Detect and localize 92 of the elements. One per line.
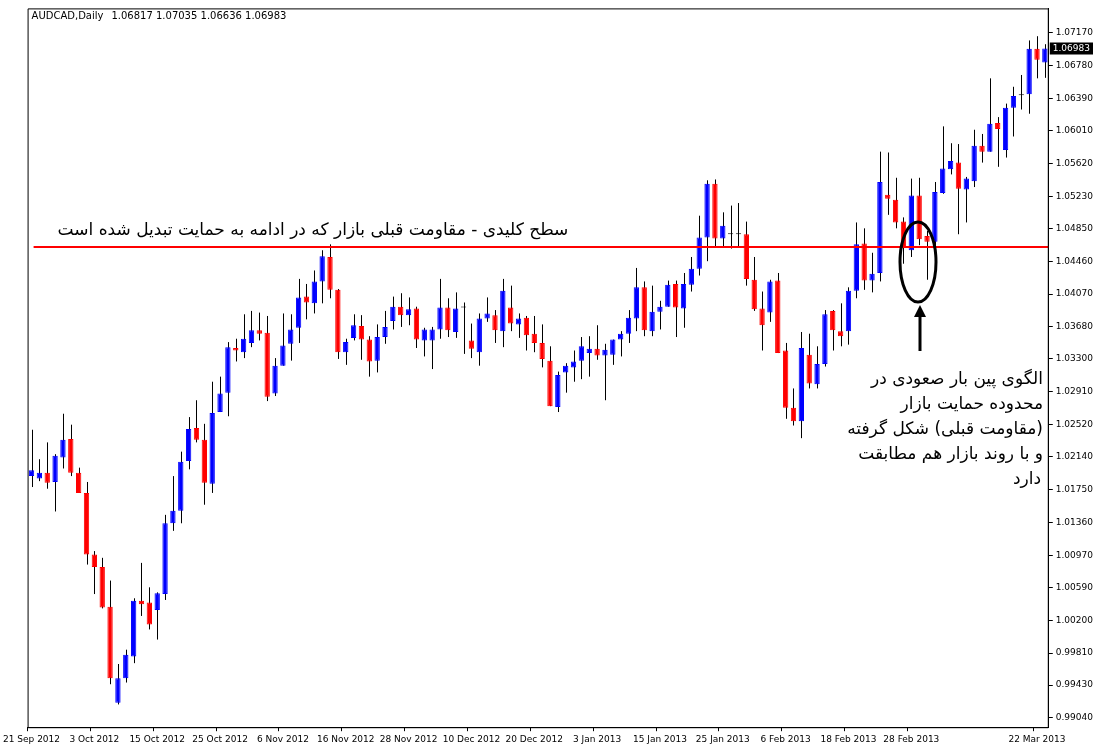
candlestick: [837, 302, 844, 347]
candlestick: [539, 323, 545, 368]
candlestick: [453, 291, 459, 339]
candlestick: [869, 252, 875, 293]
x-tick-label: 3 Oct 2012: [69, 733, 120, 744]
candlestick: [759, 291, 765, 352]
y-tick-label: 1.00970: [1055, 549, 1094, 560]
y-tick-label: 1.04070: [1055, 288, 1094, 299]
y-tick-label: 1.07170: [1055, 27, 1094, 38]
candlestick: [154, 591, 160, 641]
candlestick: [319, 249, 325, 304]
candlestick: [374, 323, 380, 373]
candlestick: [437, 278, 443, 340]
y-tick-label: 1.03300: [1055, 353, 1094, 364]
chart-subtitle: 1.06817 1.07035 1.06636 1.06983: [111, 9, 287, 21]
candlestick: [468, 323, 475, 359]
y-tick-label: 1.00590: [1055, 581, 1094, 592]
candlestick: [248, 310, 255, 348]
x-tick-label: 21 Sep 2012: [3, 733, 61, 744]
candlestick: [995, 116, 1001, 168]
candlestick: [594, 324, 600, 361]
y-tick-label: 1.02140: [1055, 451, 1094, 462]
candlestick: [311, 269, 317, 314]
candlestick: [350, 313, 357, 341]
candlestick: [649, 285, 655, 337]
y-tick-label: 1.04850: [1055, 222, 1094, 233]
candlestick: [170, 475, 176, 532]
candlestick: [146, 586, 153, 630]
chart-title: AUDCAD,Daily: [31, 9, 104, 21]
y-tick-label: 1.06010: [1055, 124, 1094, 135]
candlestick: [814, 345, 820, 389]
x-tick-label: 18 Feb 2013: [820, 733, 877, 744]
x-tick-label: 16 Nov 2012: [316, 733, 375, 744]
y-tick-label: 1.05620: [1055, 157, 1094, 168]
candlestick: [280, 312, 286, 367]
y-tick-label: 0.99810: [1055, 647, 1094, 658]
candlestick: [665, 280, 671, 308]
x-tick-label: 6 Feb 2013: [760, 733, 811, 744]
candlestick: [115, 663, 121, 705]
x-tick-label: 10 Dec 2012: [442, 733, 501, 744]
candlestick: [233, 338, 239, 362]
candlestick: [390, 296, 396, 330]
x-tick-label: 28 Nov 2012: [379, 733, 438, 744]
candlestick: [484, 296, 490, 323]
candlestick: [358, 314, 365, 361]
candlestick: [288, 313, 294, 362]
x-tick-label: 28 Feb 2013: [883, 733, 940, 744]
candlestick: [618, 330, 624, 357]
candlestick: [578, 336, 585, 380]
y-tick-label: 0.99040: [1055, 712, 1094, 723]
candlestick: [602, 343, 608, 401]
candlestick: [421, 327, 427, 357]
candlestick: [217, 376, 223, 413]
y-tick-label: 1.02520: [1055, 419, 1094, 430]
x-tick-label: 22 Mar 2013: [1008, 733, 1066, 744]
ref-line-label: سطح کلیدی - مقاومت قبلی بازار که در ادامه به حمایت تبدیل شده است: [57, 218, 569, 240]
candlestick: [405, 296, 412, 326]
candlestick: [36, 458, 43, 482]
candlestick: [1010, 86, 1017, 137]
text: 1.06983: [1052, 42, 1090, 53]
y-tick-label: 1.06390: [1055, 92, 1094, 103]
x-tick-label: 15 Jan 2013: [632, 733, 687, 744]
candlestick: [193, 399, 200, 443]
candlestick: [492, 309, 498, 344]
y-tick-label: 1.04460: [1055, 255, 1094, 266]
x-tick-label: 25 Jan 2013: [695, 733, 750, 744]
annotation: الگوی پین بار صعودی در محدوده حمایت بازار (مقاومت قبلی) شکل گرفته و با روند بازار هم مطابقت دارد: [847, 368, 1043, 489]
candlestick: [979, 133, 985, 164]
candlestick: [963, 176, 969, 223]
y-tick-label: 1.02910: [1055, 386, 1094, 397]
candlestick: [429, 326, 435, 370]
y-tick-label: 1.05230: [1055, 190, 1094, 201]
candlestick: [91, 550, 98, 595]
candlestick: [570, 350, 577, 383]
candlestick: [445, 297, 451, 338]
x-tick-label: 20 Dec 2012: [505, 733, 564, 744]
candlestick: [256, 312, 262, 341]
x-tick-label: 3 Jan 2013: [572, 733, 622, 744]
y-tick-label: 1.06780: [1055, 60, 1094, 71]
candlestick: [1034, 35, 1040, 79]
y-tick-label: 1.03680: [1055, 321, 1094, 332]
x-tick-label: 25 Oct 2012: [192, 733, 248, 744]
x-tick-label: 15 Oct 2012: [129, 733, 186, 744]
y-tick-label: 0.99430: [1055, 679, 1094, 690]
y-tick-label: 1.00200: [1055, 614, 1094, 625]
candlestick: [657, 300, 663, 330]
candlestick: [672, 280, 679, 338]
y-tick-label: 1.01360: [1055, 516, 1094, 527]
candlestick: [60, 413, 66, 469]
x-tick-label: 6 Nov 2012: [256, 733, 309, 744]
candlestick: [382, 310, 388, 345]
y-tick-label: 1.01750: [1055, 483, 1094, 494]
